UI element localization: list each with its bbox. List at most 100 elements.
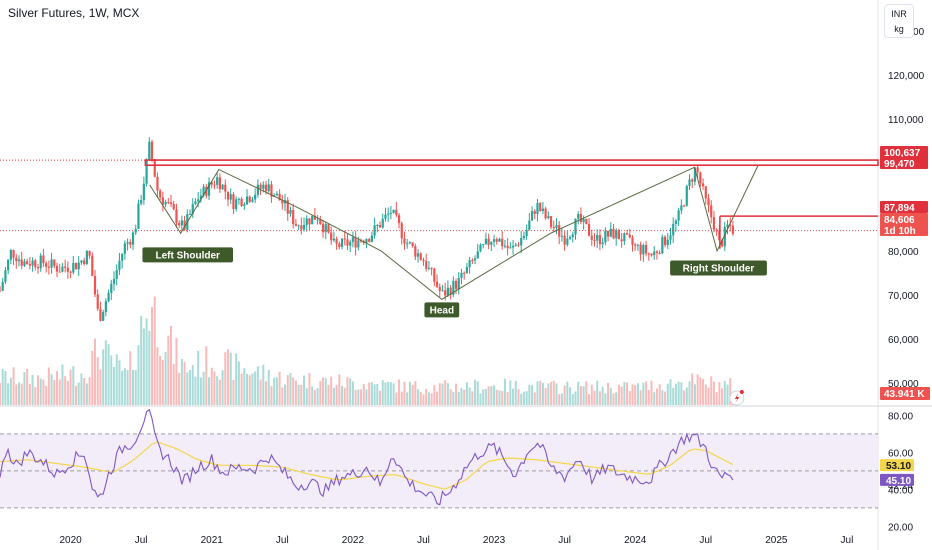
candle-body xyxy=(226,191,230,200)
volume-bar xyxy=(707,387,710,405)
candle-body xyxy=(243,204,246,206)
lightning-icon[interactable] xyxy=(729,390,745,406)
volume-bar xyxy=(655,388,658,405)
candle-body xyxy=(487,238,490,245)
volume-bar xyxy=(476,381,479,405)
candle-body xyxy=(207,182,211,196)
volume-bar xyxy=(452,391,455,405)
volume-bar xyxy=(368,382,371,405)
candle-body xyxy=(311,215,314,225)
volume-bar xyxy=(178,372,181,405)
candle-body xyxy=(180,220,183,226)
volume-bar xyxy=(113,367,116,405)
candle-body xyxy=(704,186,707,199)
volume-bar xyxy=(593,390,596,405)
volume-bar xyxy=(69,369,72,405)
candle-body xyxy=(631,237,634,245)
rsi-tick-label: 80.00 xyxy=(888,411,913,422)
candle-body xyxy=(55,265,59,272)
volume-bar xyxy=(61,364,64,405)
candle-body xyxy=(316,219,319,221)
candle-body xyxy=(677,210,680,221)
candle-body xyxy=(395,209,398,216)
volume-bar xyxy=(341,385,344,405)
candle-body xyxy=(669,235,672,240)
candle-body xyxy=(449,287,452,295)
volume-bar xyxy=(91,350,94,405)
candle-body xyxy=(691,179,694,182)
volume-bar xyxy=(395,392,398,405)
candle-body xyxy=(66,267,69,272)
rsi-tick-label: 40.00 xyxy=(888,485,913,496)
volume-bar xyxy=(4,371,7,405)
volume-bar xyxy=(555,383,558,405)
candle-body xyxy=(7,259,10,271)
volume-bar xyxy=(313,389,316,405)
candle-body xyxy=(221,184,224,190)
volume-bar xyxy=(702,378,705,405)
candle-body xyxy=(617,230,621,240)
lightning-icon-glyph xyxy=(734,393,740,403)
volume-bar xyxy=(406,392,409,405)
annotation-box xyxy=(670,260,767,276)
volume-bar xyxy=(693,384,696,405)
candle-body xyxy=(628,234,631,238)
volume-bar xyxy=(509,380,512,405)
volume-bar xyxy=(715,392,718,405)
candle-body xyxy=(47,266,50,268)
volume-bar xyxy=(503,378,506,405)
volume-bar xyxy=(609,387,612,405)
volume-bar xyxy=(102,349,105,405)
candle-body xyxy=(300,225,303,230)
annotation-label: Left Shoulder xyxy=(156,250,221,261)
volume-bar xyxy=(75,385,78,405)
volume-bar xyxy=(99,369,102,405)
candle-body xyxy=(406,243,409,245)
volume-bar xyxy=(338,374,341,405)
volume-bar xyxy=(536,381,539,405)
candle-body xyxy=(506,245,509,249)
candle-body xyxy=(720,240,724,247)
volume-bar xyxy=(72,366,75,405)
candle-body xyxy=(446,287,450,296)
volume-bar xyxy=(484,388,487,405)
volume-bar xyxy=(566,381,569,405)
volume-bar xyxy=(316,388,319,405)
price-badge xyxy=(880,146,928,158)
candle-body xyxy=(427,267,431,269)
candle-body xyxy=(167,201,170,203)
volume-bar xyxy=(463,389,466,405)
volume-bar xyxy=(121,370,124,405)
symbol-title[interactable]: Silver Futures, 1W, MCX xyxy=(8,6,140,20)
volume-bar xyxy=(468,387,471,405)
candle-body xyxy=(465,267,469,273)
rsi-tick-label: 20.00 xyxy=(888,522,913,533)
volume-bar xyxy=(408,381,411,405)
candle-body xyxy=(723,226,726,247)
candle-body xyxy=(15,257,18,262)
candle-body xyxy=(202,186,205,196)
candle-body xyxy=(522,235,526,239)
volume-bar xyxy=(42,379,45,405)
candle-body xyxy=(17,259,21,262)
candle-body xyxy=(351,237,354,242)
candle-body xyxy=(126,241,129,244)
candle-body xyxy=(145,159,148,184)
volume-bar xyxy=(427,392,430,405)
candle-body xyxy=(175,209,178,224)
candle-body xyxy=(343,238,346,240)
rsi-ma-badge-label: 53.10 xyxy=(886,461,911,472)
candle-body xyxy=(539,202,542,212)
candle-body xyxy=(422,259,425,262)
volume-bar xyxy=(520,393,523,405)
candle-body xyxy=(381,218,384,228)
volume-bar xyxy=(1,368,4,405)
candle-body xyxy=(644,245,648,254)
volume-bar xyxy=(289,373,292,405)
volume-bar xyxy=(370,382,373,405)
volume-bar xyxy=(240,373,243,405)
volume-bar xyxy=(351,381,354,405)
currency-unit-selector[interactable]: INR kg xyxy=(884,4,914,38)
volume-bar xyxy=(522,391,525,405)
candle-body xyxy=(501,238,504,247)
